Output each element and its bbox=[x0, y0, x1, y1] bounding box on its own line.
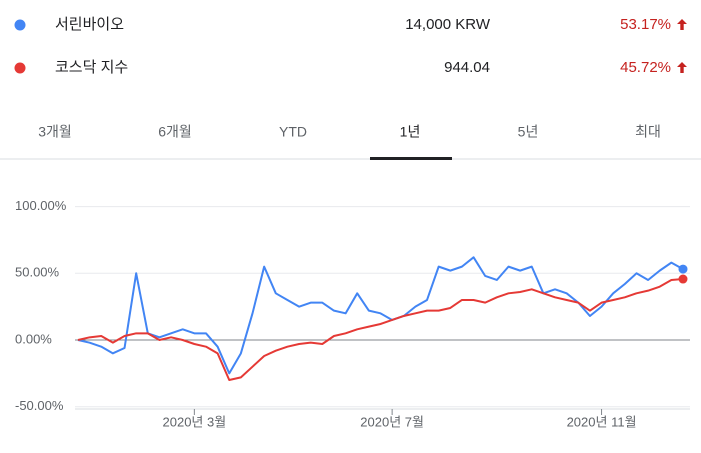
y-tick-label: -50.00% bbox=[15, 398, 64, 413]
range-tab[interactable]: YTD bbox=[279, 124, 307, 140]
legend-dot bbox=[14, 19, 26, 31]
series-line bbox=[77, 256, 684, 375]
y-tick-label: 50.00% bbox=[15, 265, 60, 280]
legend-change: 45.72% bbox=[620, 59, 671, 76]
end-dot bbox=[678, 274, 688, 284]
range-tab[interactable]: 3개월 bbox=[38, 124, 72, 140]
range-tab[interactable]: 6개월 bbox=[158, 124, 192, 140]
up-arrow bbox=[677, 62, 687, 73]
x-tick-label: 2020년 7월 bbox=[360, 414, 424, 429]
y-tick-label: 0.00% bbox=[15, 331, 52, 346]
tab-underline bbox=[370, 157, 452, 160]
legend-price: 944.04 bbox=[444, 59, 490, 76]
legend-dot bbox=[14, 62, 26, 74]
end-dot bbox=[678, 264, 688, 274]
x-tick-label: 2020년 3월 bbox=[163, 414, 227, 429]
range-tab[interactable]: 최대 bbox=[635, 124, 661, 140]
up-arrow bbox=[677, 19, 687, 30]
y-tick-label: 100.00% bbox=[15, 198, 67, 213]
legend-name: 코스닥 지수 bbox=[55, 59, 128, 76]
series-line bbox=[77, 278, 684, 382]
legend-price: 14,000 KRW bbox=[405, 16, 491, 33]
legend-change: 53.17% bbox=[620, 16, 671, 33]
legend-name: 서린바이오 bbox=[55, 16, 124, 33]
range-tab[interactable]: 1년 bbox=[400, 124, 421, 140]
range-tab[interactable]: 5년 bbox=[518, 124, 539, 140]
x-tick-label: 2020년 11월 bbox=[567, 414, 637, 429]
